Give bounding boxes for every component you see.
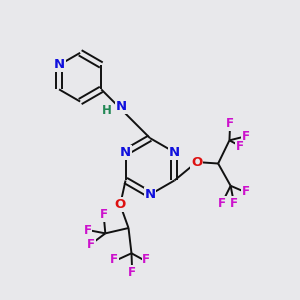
Text: F: F <box>87 238 95 251</box>
Text: O: O <box>191 155 202 169</box>
Text: F: F <box>242 130 250 143</box>
Text: F: F <box>128 266 136 278</box>
Text: N: N <box>144 188 156 201</box>
Text: O: O <box>115 198 126 211</box>
Text: F: F <box>230 197 238 210</box>
Text: N: N <box>169 146 180 159</box>
Text: N: N <box>120 146 131 159</box>
Text: F: F <box>100 208 108 221</box>
Text: F: F <box>242 185 250 198</box>
Text: N: N <box>53 58 64 71</box>
Text: F: F <box>110 253 118 266</box>
Text: F: F <box>236 140 244 153</box>
Text: H: H <box>102 104 112 117</box>
Text: F: F <box>218 196 226 210</box>
Text: N: N <box>116 100 127 113</box>
Text: F: F <box>226 118 234 130</box>
Text: F: F <box>142 253 150 266</box>
Text: F: F <box>83 224 92 237</box>
